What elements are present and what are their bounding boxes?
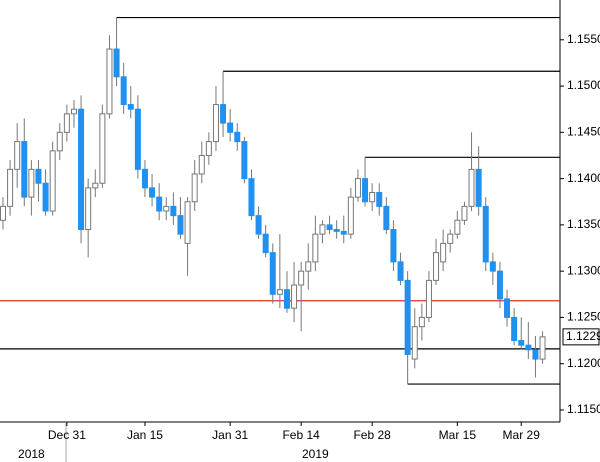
x-tick-label: Jan 15 [127,428,163,442]
candle-body [518,340,525,346]
candle-body [269,252,276,295]
candle-body [347,196,354,235]
candle-body [319,224,326,235]
x-tick-label: Feb 28 [353,428,391,442]
x-tick-label: Dec 31 [48,428,86,442]
candle-body [298,270,305,286]
last-price-box [562,328,600,346]
candle-body [369,191,376,203]
candle-body [106,48,113,115]
candle-body [390,229,397,263]
candle-body [49,150,56,212]
candle-body [489,261,496,272]
candle-body [291,284,298,309]
candle-body [227,122,234,133]
candle-body [99,113,106,184]
x-tick-label: Feb 14 [282,428,320,442]
candle-body [134,108,141,170]
candle-body [113,48,120,78]
candle-body [170,205,177,217]
candle-body [255,215,262,235]
x-tick-label: Jan 31 [212,428,248,442]
candle-body [262,233,269,254]
candle-body [127,104,134,110]
candle-body [418,316,425,328]
y-tick-label: 1.1300 [567,263,600,277]
candle-body [305,261,312,272]
candle-body [454,219,461,235]
candle-body [354,178,361,198]
year-label: 2018 [18,447,45,461]
candle-body [411,326,418,360]
y-tick-label: 1.1450 [567,125,600,139]
candle-body [163,205,170,212]
candle-body [198,154,205,175]
candle-body [340,230,347,235]
candle-body [362,178,369,203]
candle-body [376,191,383,207]
candle-body [504,298,511,318]
candle-body [496,270,503,300]
candle-body [326,224,333,231]
candle-body [482,205,489,263]
candle-body [312,233,319,263]
y-tick-label: 1.1500 [567,78,600,92]
candle-body [0,205,6,221]
candle-body [234,131,241,143]
candle-body [78,108,85,231]
candle-body [532,349,539,360]
candle-body [92,182,99,189]
candle-body [14,141,21,170]
x-tick-label: Mar 29 [503,428,541,442]
candle-body [149,187,156,198]
candle-body [177,215,184,235]
candle-body [425,279,432,318]
candle-body [383,205,390,231]
y-tick-label: 1.1200 [567,356,600,370]
candle-body [397,261,404,281]
candle-body [212,104,219,143]
candle-body [7,168,14,207]
candle-body [21,141,28,198]
year-label: 2019 [302,447,329,461]
candle-body [28,168,35,198]
candle-body [333,229,340,232]
last-price-label: 1.1229 [566,329,600,343]
candle-body [404,279,411,355]
candle-body [63,113,70,133]
candle-body [184,201,191,244]
candle-body [539,336,546,360]
candle-body [283,289,290,309]
candle-body [241,141,248,180]
candle-body [220,104,227,124]
candle-body [511,316,518,342]
candle-body [35,168,42,184]
candle-body [56,131,63,152]
candle-body [205,141,212,156]
candle-body [191,173,198,203]
candle-body [461,205,468,221]
y-tick-label: 1.1550 [567,32,600,46]
candle-body [440,242,447,263]
candle-body [141,168,148,189]
candle-body [156,196,163,212]
y-tick-label: 1.1250 [567,310,600,324]
candle-body [468,168,475,207]
x-tick-label: Mar 15 [439,428,477,442]
candle-body [433,252,440,281]
candle-body [525,344,532,351]
candle-body [70,108,77,115]
candle-body [120,76,127,106]
candle-body [475,168,482,207]
candle-body [248,178,255,217]
y-tick-label: 1.1400 [567,171,600,185]
y-tick-label: 1.1350 [567,217,600,231]
candle-body [42,182,49,212]
candle-body [85,187,92,231]
candle-body [447,233,454,244]
y-tick-label: 1.1150 [567,402,600,416]
candle-body [276,289,283,295]
